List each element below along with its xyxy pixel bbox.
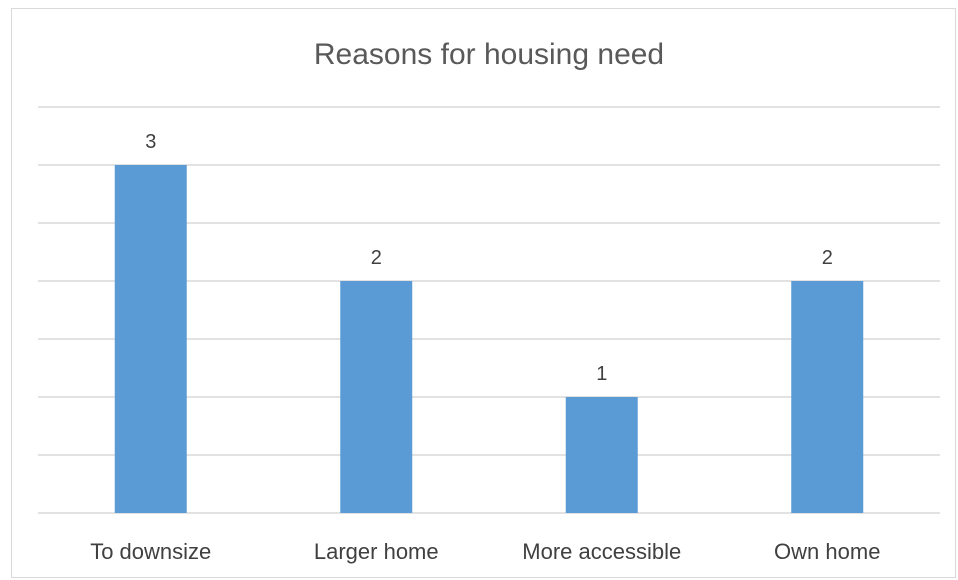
bar <box>791 281 864 513</box>
bars <box>114 165 864 513</box>
bar <box>340 281 413 513</box>
chart-title: Reasons for housing need <box>314 38 664 71</box>
data-label: 2 <box>822 247 833 269</box>
x-tick-label: More accessible <box>522 539 681 564</box>
bar <box>114 165 187 513</box>
chart-frame: Reasons for housing need 3 2 1 2 To downsiz… <box>11 8 956 578</box>
x-tick-label: To downsize <box>90 539 211 564</box>
x-axis-tick-labels: To downsize Larger home More accessible Own… <box>90 539 880 564</box>
x-tick-label: Own home <box>774 539 880 564</box>
bar <box>565 397 638 513</box>
data-labels: 3 2 1 2 <box>145 131 833 385</box>
x-tick-label: Larger home <box>314 539 439 564</box>
data-label: 2 <box>371 247 382 269</box>
data-label: 1 <box>596 363 607 385</box>
gridlines <box>38 106 940 514</box>
bar-chart: Reasons for housing need 3 2 1 2 To downsiz… <box>38 38 940 564</box>
data-label: 3 <box>145 131 156 153</box>
